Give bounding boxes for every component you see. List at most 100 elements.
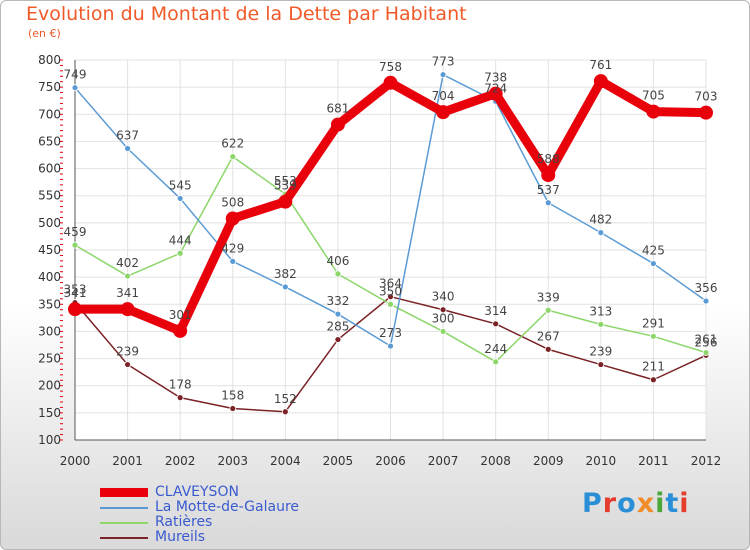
data-label: 681 bbox=[326, 102, 349, 116]
data-label: 758 bbox=[379, 60, 402, 74]
data-point bbox=[225, 211, 240, 226]
y-tick-label: 150 bbox=[38, 406, 61, 420]
x-tick-label: 2001 bbox=[112, 454, 143, 468]
data-point bbox=[124, 145, 131, 152]
data-label: 178 bbox=[169, 378, 192, 392]
legend-label: La Motte-de-Galaure bbox=[155, 499, 300, 515]
x-tick-label: 2003 bbox=[217, 454, 248, 468]
x-tick-label: 2012 bbox=[691, 454, 722, 468]
data-point bbox=[173, 323, 188, 338]
data-point bbox=[71, 241, 79, 249]
data-label: 301 bbox=[169, 308, 192, 322]
data-label: 313 bbox=[589, 304, 612, 318]
data-point bbox=[124, 272, 131, 280]
data-point bbox=[541, 168, 556, 183]
data-point bbox=[439, 328, 447, 335]
data-label: 459 bbox=[64, 225, 87, 239]
y-tick-label: 450 bbox=[38, 243, 61, 257]
data-label: 537 bbox=[537, 183, 560, 197]
legend-item-la-motte-de-galaure: La Motte-de-Galaure bbox=[100, 499, 360, 515]
logo-letter: r bbox=[602, 488, 618, 519]
data-label: 339 bbox=[537, 290, 560, 304]
data-point bbox=[281, 408, 289, 416]
data-point bbox=[387, 293, 394, 301]
x-tick-label: 2000 bbox=[60, 454, 91, 468]
data-label: 340 bbox=[432, 290, 455, 304]
data-label: 332 bbox=[326, 294, 349, 308]
data-label: 244 bbox=[484, 342, 507, 356]
y-tick-label: 550 bbox=[38, 189, 61, 203]
data-label: 402 bbox=[116, 256, 139, 270]
data-label: 239 bbox=[116, 345, 139, 359]
data-label: 703 bbox=[695, 90, 718, 104]
y-tick-label: 600 bbox=[38, 162, 61, 176]
data-point bbox=[492, 358, 500, 366]
data-point bbox=[439, 306, 447, 314]
x-tick-label: 2011 bbox=[638, 454, 669, 468]
legend-swatch bbox=[100, 507, 148, 509]
data-point bbox=[229, 405, 237, 412]
data-point bbox=[544, 345, 552, 353]
data-label: 705 bbox=[642, 89, 665, 103]
data-label: 341 bbox=[64, 286, 87, 300]
y-tick-label: 100 bbox=[38, 433, 61, 447]
data-label: 738 bbox=[484, 71, 507, 85]
data-label: 724 bbox=[484, 81, 507, 95]
data-point bbox=[436, 105, 451, 120]
data-label: 482 bbox=[589, 213, 612, 227]
data-label: 356 bbox=[695, 281, 718, 295]
logo-letter: i bbox=[655, 488, 666, 519]
data-label: 291 bbox=[642, 316, 665, 330]
data-point bbox=[492, 320, 500, 328]
data-point bbox=[176, 394, 184, 402]
data-point bbox=[124, 361, 131, 368]
data-point bbox=[488, 86, 503, 101]
data-label: 622 bbox=[221, 137, 244, 151]
logo-letter: x bbox=[636, 488, 656, 519]
data-point bbox=[544, 199, 552, 207]
data-point bbox=[593, 74, 608, 89]
data-label: 364 bbox=[379, 277, 402, 291]
data-label: 637 bbox=[116, 128, 139, 142]
legend: CLAVEYSON La Motte-de-Galaure Ratières M… bbox=[100, 484, 360, 545]
data-point bbox=[334, 336, 342, 343]
logo-letter: o bbox=[617, 488, 637, 519]
y-tick-label: 500 bbox=[38, 216, 61, 230]
data-label: 539 bbox=[274, 179, 297, 193]
data-point bbox=[330, 117, 345, 132]
chart-title: Evolution du Montant de la Dette par Hab… bbox=[26, 3, 467, 25]
data-point bbox=[650, 260, 657, 267]
data-point bbox=[650, 376, 657, 384]
data-label: 508 bbox=[221, 196, 244, 210]
y-tick-label: 350 bbox=[38, 297, 61, 311]
x-tick-label: 2010 bbox=[586, 454, 617, 468]
data-label: 429 bbox=[221, 241, 244, 255]
x-tick-label: 2005 bbox=[323, 454, 354, 468]
data-label: 273 bbox=[379, 326, 402, 340]
data-label: 761 bbox=[589, 58, 612, 72]
legend-item-claveyson: CLAVEYSON bbox=[100, 484, 360, 500]
data-point bbox=[68, 302, 82, 317]
data-label: 588 bbox=[537, 152, 560, 166]
legend-swatch bbox=[100, 488, 148, 497]
data-point bbox=[334, 270, 342, 278]
data-point bbox=[439, 71, 447, 79]
legend-swatch bbox=[100, 537, 148, 539]
data-label: 341 bbox=[116, 286, 139, 300]
data-label: 704 bbox=[432, 89, 455, 103]
logo-letter: P bbox=[582, 488, 603, 519]
data-point bbox=[71, 84, 79, 92]
data-label: 211 bbox=[642, 360, 665, 374]
data-label: 256 bbox=[695, 335, 718, 349]
y-tick-label: 300 bbox=[38, 324, 61, 338]
data-label: 425 bbox=[642, 244, 665, 258]
data-point bbox=[650, 332, 657, 340]
legend-label: CLAVEYSON bbox=[155, 484, 239, 500]
data-label: 158 bbox=[221, 389, 244, 403]
data-point bbox=[597, 361, 605, 368]
data-label: 152 bbox=[274, 392, 297, 406]
y-tick-label: 200 bbox=[38, 379, 61, 393]
x-tick-label: 2002 bbox=[165, 454, 196, 468]
y-tick-label: 800 bbox=[38, 53, 61, 67]
legend-label: Ratières bbox=[155, 514, 213, 530]
